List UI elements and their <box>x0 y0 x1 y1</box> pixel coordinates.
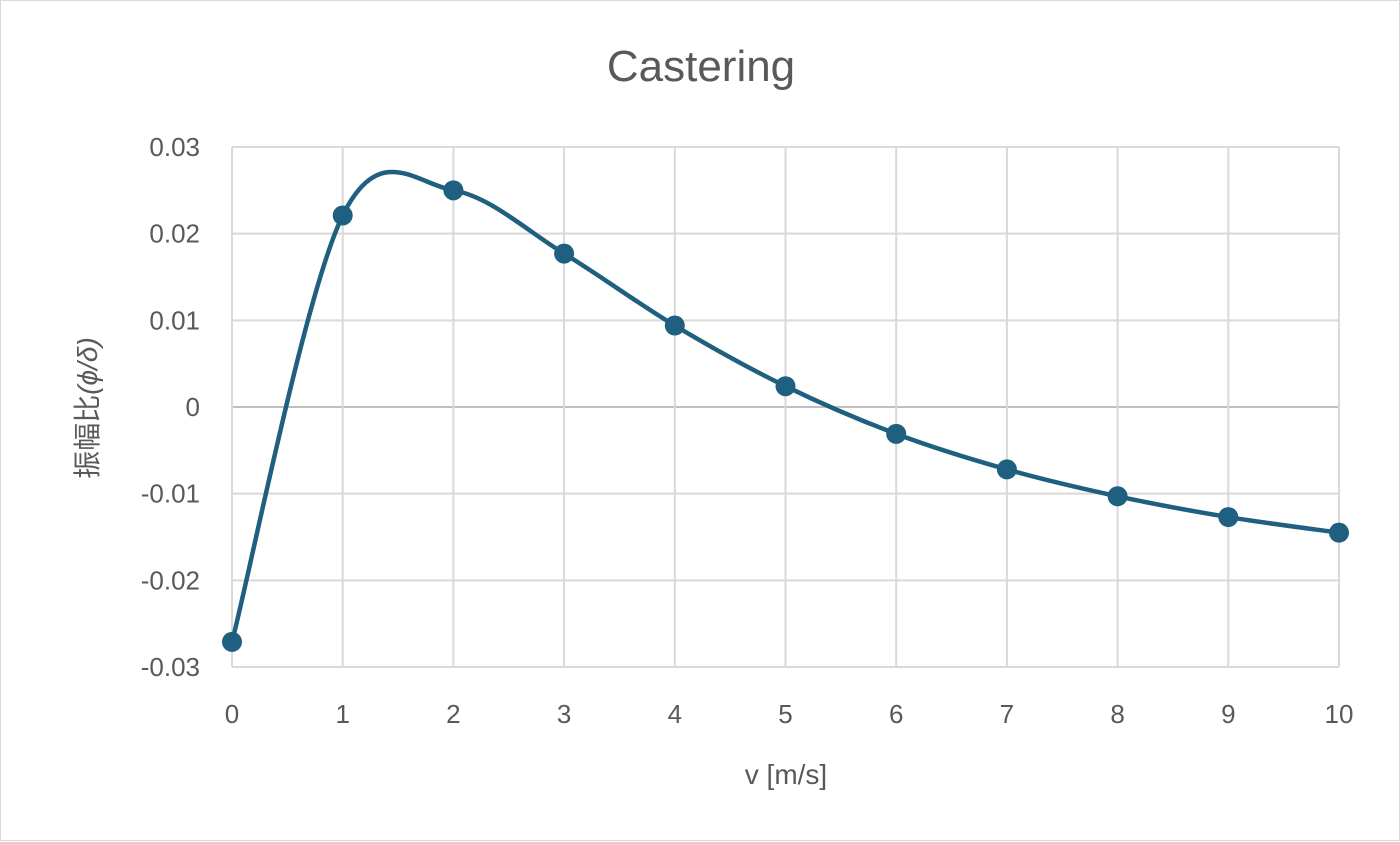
x-tick-label: 2 <box>446 699 460 729</box>
x-tick-label: 5 <box>778 699 792 729</box>
y-tick-label: 0.02 <box>149 219 200 249</box>
x-tick-label: 9 <box>1221 699 1235 729</box>
x-tick-label: 1 <box>335 699 349 729</box>
data-point <box>443 180 463 200</box>
y-tick-label: -0.01 <box>141 479 200 509</box>
x-tick-label: 4 <box>668 699 682 729</box>
data-point <box>1218 507 1238 527</box>
x-tick-label: 6 <box>889 699 903 729</box>
data-point <box>333 205 353 225</box>
x-axis-title: v [m/s] <box>745 759 827 790</box>
y-axis-title-math: (ϕ/δ) <box>72 337 103 395</box>
data-point <box>886 424 906 444</box>
x-tick-label: 0 <box>225 699 239 729</box>
y-axis-title-prefix: 振幅比 <box>72 395 103 479</box>
x-tick-label: 8 <box>1110 699 1124 729</box>
data-point <box>997 459 1017 479</box>
x-tick-label: 3 <box>557 699 571 729</box>
y-axis-title: 振幅比(ϕ/δ) <box>72 337 103 479</box>
y-tick-label: 0.03 <box>149 132 200 162</box>
y-tick-label: 0 <box>186 392 200 422</box>
x-tick-label: 7 <box>1000 699 1014 729</box>
data-point <box>1329 523 1349 543</box>
y-tick-label: -0.03 <box>141 652 200 682</box>
grid-layer <box>232 147 1339 667</box>
data-point <box>776 376 796 396</box>
y-tick-labels: 0.03 0.02 0.01 0 -0.01 -0.02 -0.03 <box>141 132 200 682</box>
data-point <box>554 244 574 264</box>
x-tick-label: 10 <box>1325 699 1354 729</box>
data-point <box>665 316 685 336</box>
x-tick-labels: 0 1 2 3 4 5 6 7 8 9 10 <box>225 699 1354 729</box>
y-tick-label: 0.01 <box>149 305 200 335</box>
chart-title: Castering <box>607 42 795 91</box>
data-point <box>1108 486 1128 506</box>
data-point <box>222 632 242 652</box>
y-tick-label: -0.02 <box>141 565 200 595</box>
